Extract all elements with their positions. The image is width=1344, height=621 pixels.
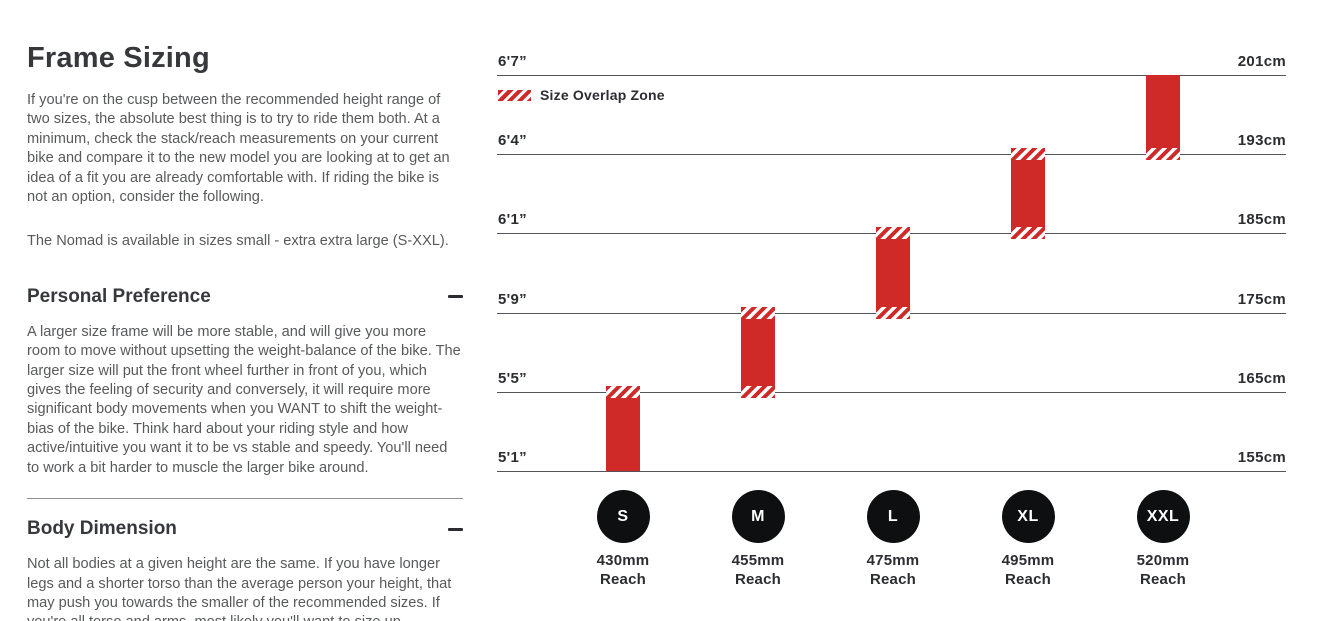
body-dimension-body: Not all bodies at a given height are the…: [27, 556, 452, 621]
availability-note: The Nomad is available in sizes small - …: [27, 233, 449, 250]
accordion-section-body-dimension: Body Dimension Not all bodies at a given…: [27, 518, 463, 621]
size-bar-S: [606, 386, 640, 471]
height-label-imperial: 5'9”: [498, 291, 527, 308]
height-label-imperial: 6'7”: [498, 53, 527, 70]
height-label-metric: 185cm: [1237, 211, 1286, 228]
height-label-imperial: 5'5”: [498, 370, 527, 387]
size-bar-XL: [1011, 148, 1045, 239]
chart-legend: Size Overlap Zone: [498, 87, 665, 103]
height-label-imperial: 5'1”: [498, 449, 527, 466]
size-circle-S: S: [596, 490, 650, 543]
size-circle-L: L: [866, 490, 920, 543]
size-circle-M: M: [731, 490, 785, 543]
grid-line: [497, 75, 1286, 76]
height-label-imperial: 6'4”: [498, 132, 527, 149]
overlap-zone-bottom: [1011, 227, 1045, 239]
overlap-zone-bottom: [1146, 148, 1180, 160]
reach-value: 430mm: [596, 552, 650, 569]
height-label-metric: 155cm: [1237, 449, 1286, 466]
reach-label-XXL: 520mm Reach: [1103, 551, 1223, 589]
intro-paragraph: If you're on the cusp between the recomm…: [27, 92, 450, 206]
overlap-zone-top: [1011, 148, 1045, 160]
height-label-metric: 165cm: [1237, 370, 1286, 387]
sizing-text-column: Frame Sizing If you're on the cusp betwe…: [27, 42, 463, 621]
reach-caption: Reach: [734, 571, 782, 588]
overlap-zone-top: [741, 307, 775, 319]
section-divider: [27, 498, 463, 500]
grid-line: [497, 392, 1286, 393]
section-title-personal-preference: Personal Preference: [27, 285, 211, 307]
overlap-zone-top: [606, 386, 640, 398]
overlap-zone-bottom: [876, 307, 910, 319]
grid-line: [497, 471, 1286, 472]
accordion-section-personal-preference: Personal Preference A larger size frame …: [27, 286, 463, 478]
accordion-header-personal-preference[interactable]: Personal Preference: [27, 286, 463, 308]
accordion-header-body-dimension[interactable]: Body Dimension: [27, 518, 463, 540]
page-title: Frame Sizing: [27, 42, 210, 74]
frame-sizing-chart: 6'7” 201cm 6'4” 193cm 6'1” 185cm 5'9” 175cm 5'5”…: [497, 0, 1286, 621]
section-title-body-dimension: Body Dimension: [27, 518, 177, 540]
size-bar-M: [741, 307, 775, 398]
overlap-zone-bottom: [741, 386, 775, 398]
size-circle-XXL: XXL: [1136, 490, 1190, 543]
reach-label-M: 455mm Reach: [698, 551, 818, 589]
reach-caption: Reach: [599, 571, 647, 588]
reach-caption: Reach: [1139, 571, 1187, 588]
grid-line: [497, 154, 1286, 155]
reach-value: 475mm: [866, 552, 920, 569]
reach-value: 495mm: [1001, 552, 1055, 569]
reach-label-XL: 495mm Reach: [968, 551, 1088, 589]
reach-caption: Reach: [869, 571, 917, 588]
minus-icon[interactable]: [448, 527, 463, 531]
overlap-zone-top: [876, 227, 910, 239]
reach-label-L: 475mm Reach: [833, 551, 953, 589]
height-label-metric: 201cm: [1237, 53, 1286, 70]
size-bar-L: [876, 227, 910, 319]
minus-icon[interactable]: [448, 295, 463, 299]
height-label-metric: 193cm: [1237, 132, 1286, 149]
reach-value: 455mm: [731, 552, 785, 569]
height-label-metric: 175cm: [1237, 291, 1286, 308]
legend-label: Size Overlap Zone: [540, 87, 665, 103]
reach-value: 520mm: [1136, 552, 1190, 569]
personal-preference-body: A larger size frame will be more stable,…: [27, 323, 461, 476]
reach-label-S: 430mm Reach: [563, 551, 683, 589]
size-bar-XXL: [1146, 75, 1180, 160]
height-label-imperial: 6'1”: [498, 211, 527, 228]
size-circle-XL: XL: [1001, 490, 1055, 543]
reach-caption: Reach: [1004, 571, 1052, 588]
diagonal-hatch-swatch-icon: [498, 89, 531, 101]
